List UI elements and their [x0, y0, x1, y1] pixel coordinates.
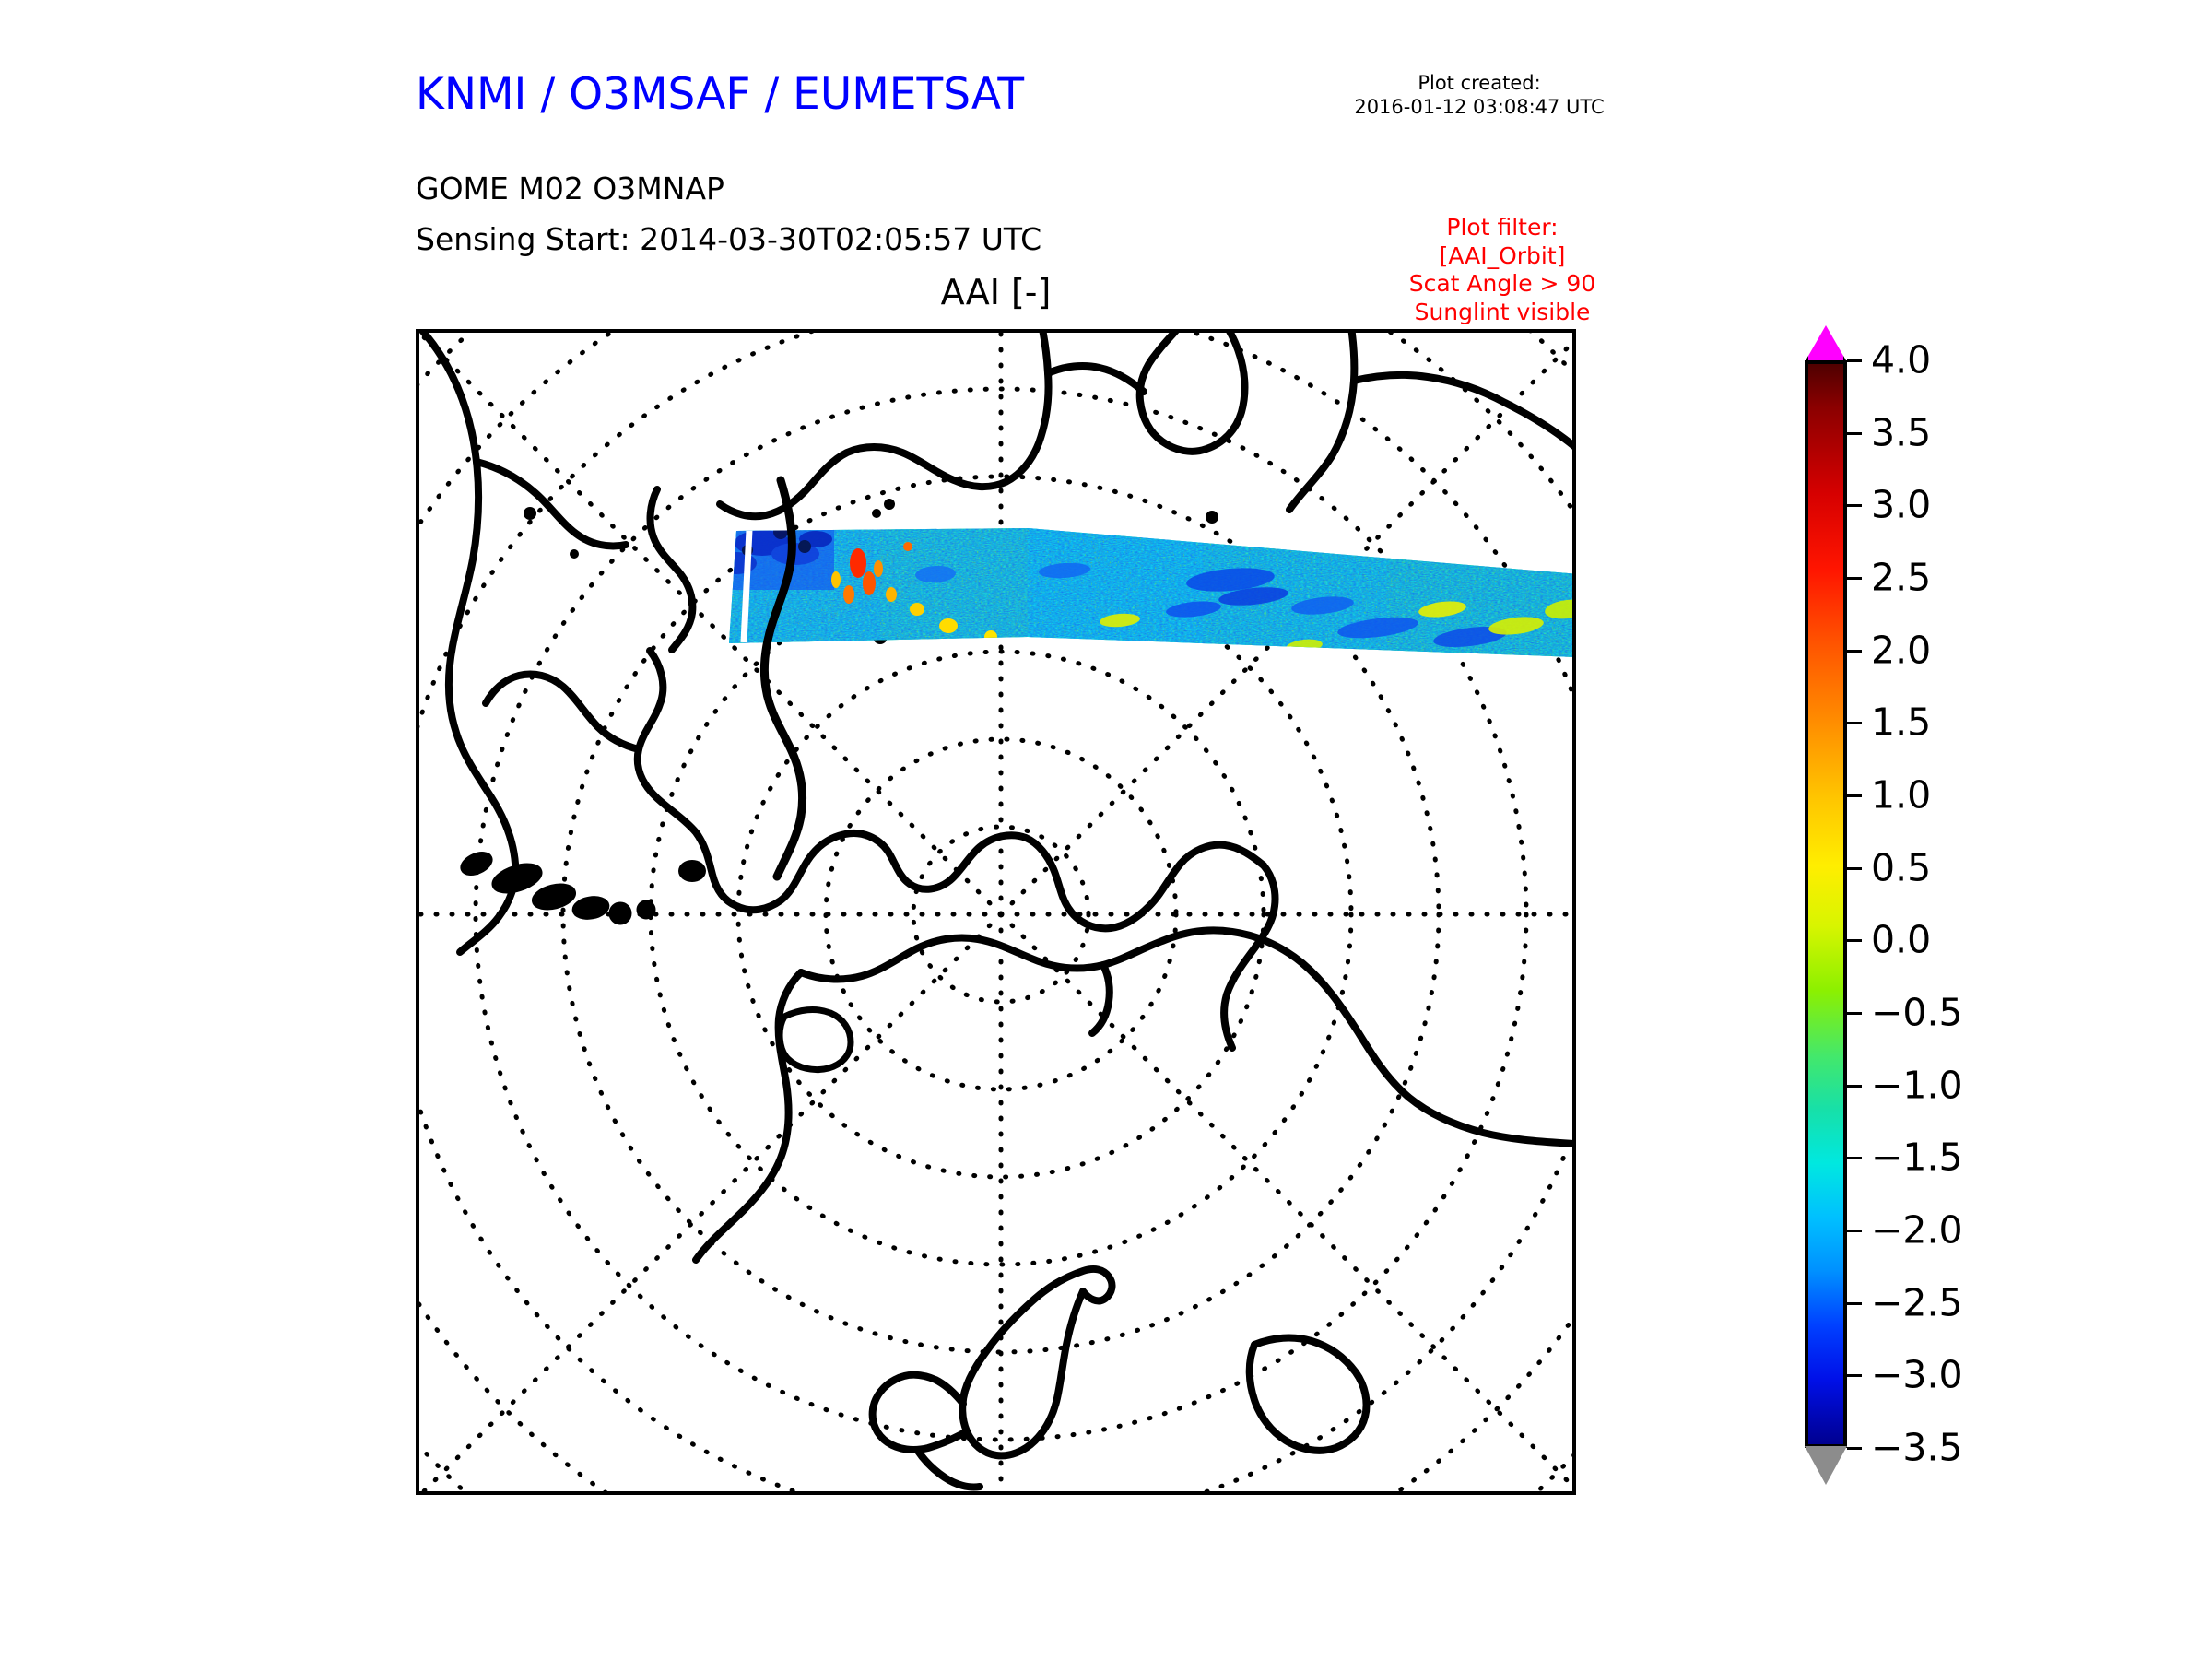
map-title: AAI [-]: [940, 272, 1052, 312]
plot-filter-block: Plot filter: [AAI_Orbit] Scat Angle > 90…: [1364, 214, 1641, 326]
colorbar-tick-label: −3.5: [1871, 1425, 1963, 1470]
island-kangaroo: [776, 1006, 854, 1074]
instrument-label: GOME M02 O3MNAP: [416, 171, 724, 206]
colorbar-tick: [1847, 866, 1862, 870]
colorbar-tick-label: −3.0: [1871, 1352, 1963, 1397]
island-falklands: [678, 860, 706, 882]
coastline-antarctica: [633, 647, 1267, 933]
sensing-start-label: Sensing Start: 2014-03-30T02:05:57 UTC: [416, 221, 1042, 257]
colorbar-tick-label: −2.0: [1871, 1207, 1963, 1253]
colorbar-tick-label: 0.0: [1871, 917, 1932, 962]
coastline-tierra-del-fuego: [460, 852, 656, 925]
colorbar-tick: [1847, 504, 1862, 508]
coastline-antarctica-overlay: [759, 476, 807, 881]
plot-created-value: 2016-01-12 03:08:47 UTC: [1354, 95, 1605, 118]
colorbar-tick: [1847, 794, 1862, 797]
colorbar-tick-label: 3.0: [1871, 482, 1932, 527]
plot-filter-title: Plot filter:: [1446, 214, 1559, 241]
colorbar-tick: [1847, 431, 1862, 435]
colorbar-tick: [1847, 1301, 1862, 1305]
colorbar-tick-label: −1.0: [1871, 1063, 1963, 1108]
colorbar-tick-label: 1.5: [1871, 700, 1932, 745]
coastline-south-america: [419, 333, 629, 956]
colorbar-tick: [1847, 649, 1862, 653]
colorbar-tick: [1847, 1084, 1862, 1088]
colorbar-tick-label: 0.5: [1871, 845, 1932, 890]
page-title: KNMI / O3MSAF / EUMETSAT: [416, 69, 1025, 120]
colorbar-tick: [1847, 722, 1862, 725]
colorbar-tick-label: −2.5: [1871, 1280, 1963, 1325]
plot-created-block: Plot created: 2016-01-12 03:08:47 UTC: [1318, 72, 1641, 119]
coastline-antarctic-interior: [646, 486, 1279, 1052]
colorbar-tick: [1847, 577, 1862, 580]
swath-data-gap: [740, 529, 753, 643]
colorbar-tick-label: −1.5: [1871, 1135, 1963, 1180]
colorbar-gradient[interactable]: [1805, 360, 1847, 1448]
map-canvas: [419, 333, 1572, 1491]
colorbar-tick-label: 3.5: [1871, 410, 1932, 455]
plot-created-label: Plot created:: [1418, 72, 1541, 94]
colorbar-tick: [1847, 1012, 1862, 1015]
coastline-new-zealand: [868, 1265, 1116, 1491]
aai-data-swath: [729, 528, 1572, 657]
colorbar-tick: [1847, 359, 1862, 362]
islands-southern-ocean: [524, 499, 1218, 644]
colorbar-tick: [1847, 939, 1862, 943]
coastline-africa-east: [1286, 333, 1572, 513]
colorbar[interactable]: 4.0 3.5 3.0 2.5 2.0 1.5 1.0 0.5 0.0 −0.5 −1.0 −1.5 −…: [1799, 325, 2186, 1498]
coastline-australia: [692, 926, 1572, 1264]
colorbar-under-arrow: [1805, 1446, 1847, 1485]
colorbar-tick: [1847, 1447, 1862, 1450]
coastline-africa: [716, 333, 1147, 521]
map-plot-area[interactable]: [416, 329, 1576, 1495]
plot-filter-product: [AAI_Orbit]: [1439, 241, 1566, 269]
island-tasmania: [1245, 1334, 1371, 1454]
colorbar-tick: [1847, 1230, 1862, 1232]
colorbar-tick-label: 4.0: [1871, 337, 1932, 382]
coastline-antarctic-peninsula: [482, 670, 642, 753]
colorbar-tick: [1847, 1374, 1862, 1378]
colorbar-tick-label: 2.0: [1871, 628, 1932, 673]
colorbar-tick: [1847, 1157, 1862, 1160]
colorbar-tick-label: −0.5: [1871, 990, 1963, 1035]
colorbar-tick-label: 2.5: [1871, 555, 1932, 600]
plot-filter-scat-angle: Scat Angle > 90: [1408, 270, 1596, 297]
colorbar-tick-label: 1.0: [1871, 772, 1932, 818]
island-madagascar: [1135, 333, 1249, 455]
colorbar-over-arrow-outline: [1805, 325, 1847, 362]
plot-filter-sunglint: Sunglint visible: [1414, 298, 1591, 325]
